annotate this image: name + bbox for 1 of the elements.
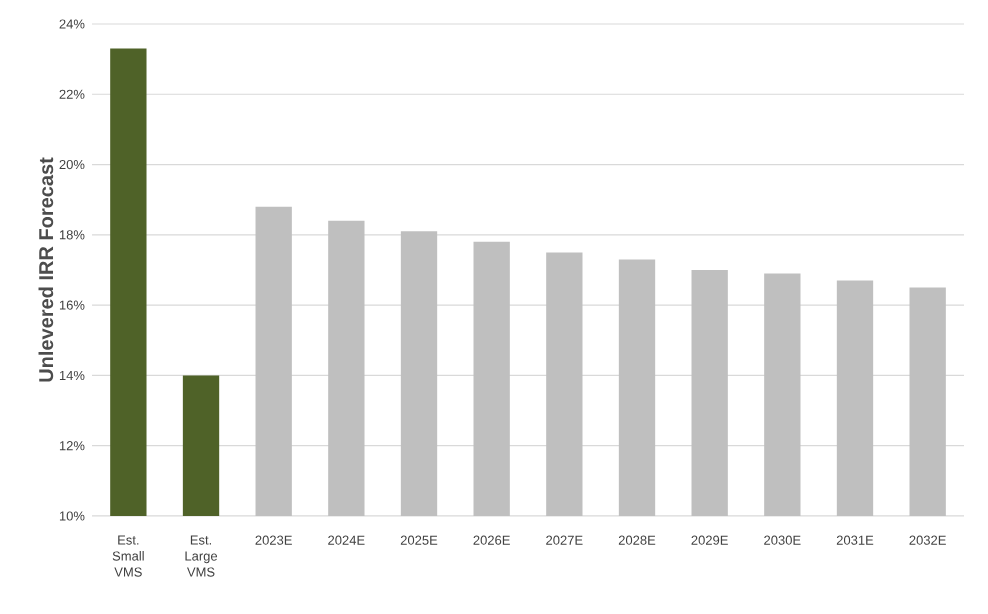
y-axis-title: Unlevered IRR Forecast xyxy=(38,157,54,382)
